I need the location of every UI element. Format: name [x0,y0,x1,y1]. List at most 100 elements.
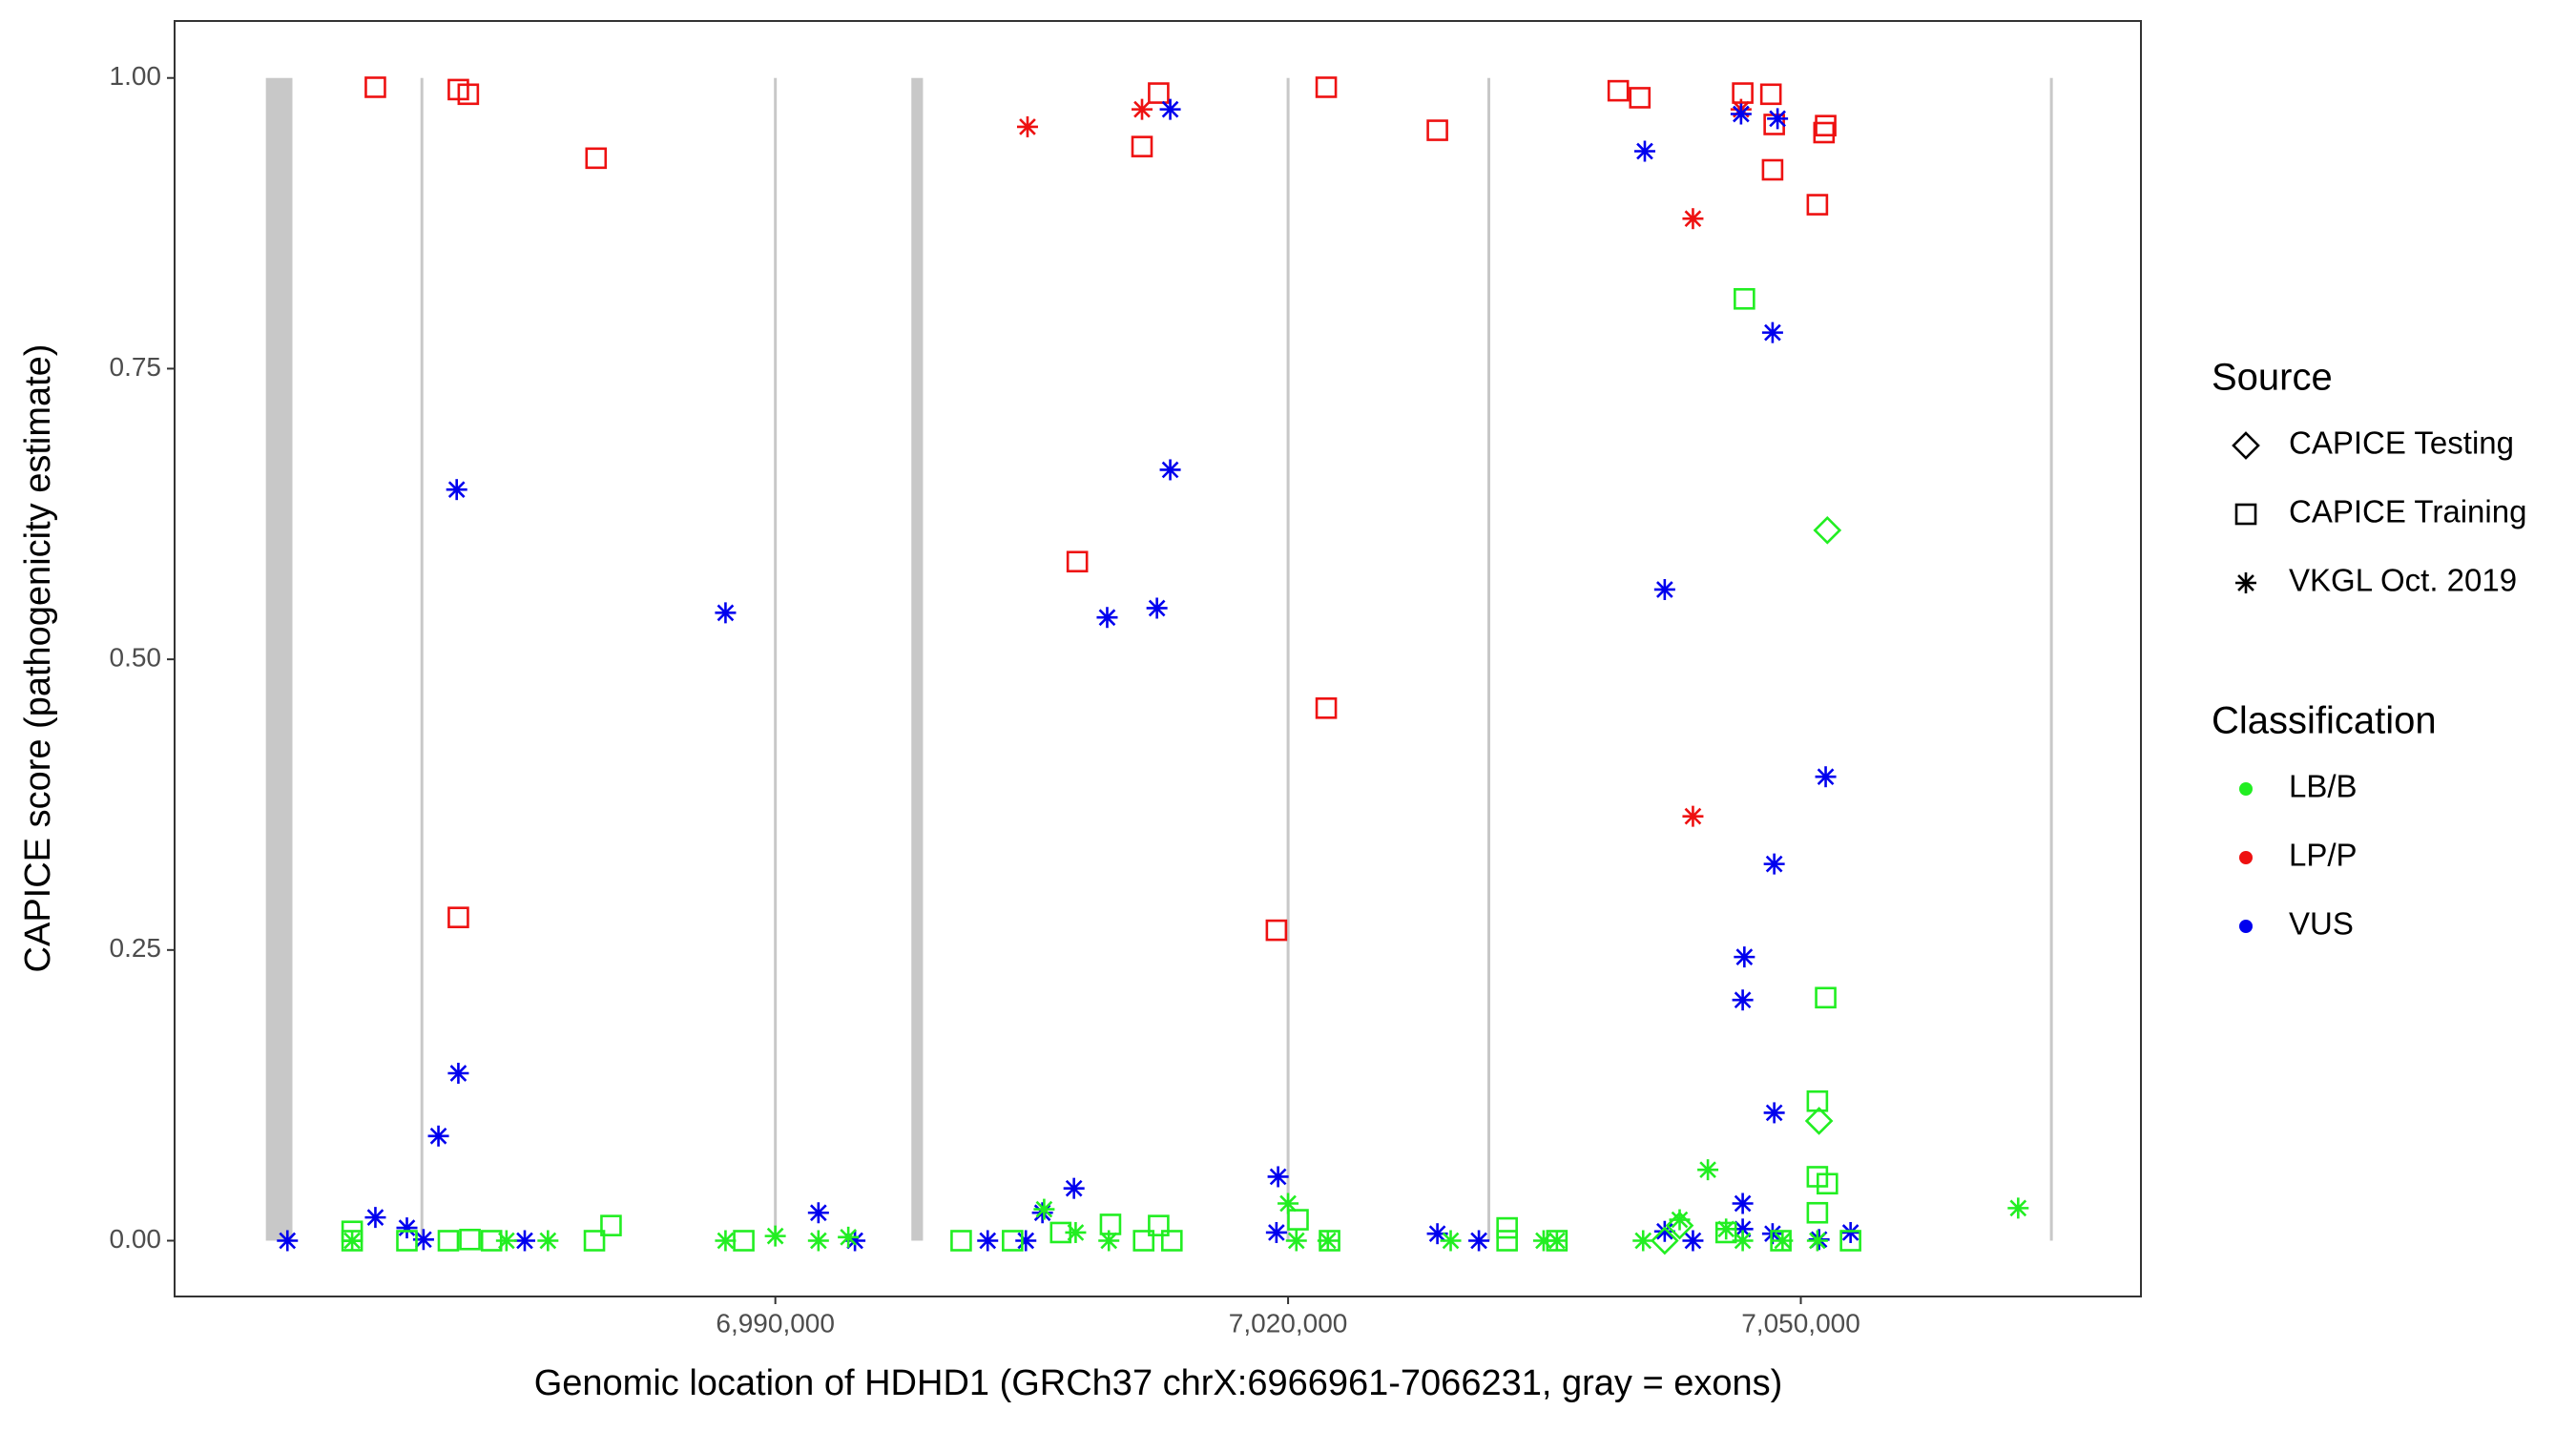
y-axis-title: CAPICE score (pathogenicity estimate) [18,344,58,973]
point [1813,515,1842,545]
point [1651,1226,1679,1255]
point [1065,1221,1087,1243]
point [495,1230,517,1252]
point [764,1225,786,1247]
point [1806,194,1829,216]
point [1732,82,1754,104]
point [1063,1177,1085,1199]
x-tick-label: 7,020,000 [1229,1308,1348,1338]
point [583,1230,606,1252]
point [1496,1230,1518,1252]
exon [774,77,778,1241]
point [1148,82,1170,104]
point [1806,1201,1829,1224]
point [1697,1159,1719,1181]
point [396,1230,418,1252]
point [1682,208,1704,230]
legend-symbol [2239,851,2253,864]
point [1146,597,1168,619]
point [1763,853,1785,875]
point [1770,1230,1792,1252]
x-axis-title: Genomic location of HDHD1 (GRCh37 chrX:6… [534,1363,1783,1403]
point [1096,607,1118,629]
point [1049,1221,1072,1244]
point [537,1230,559,1252]
exon [265,77,293,1241]
point [1607,79,1630,102]
point [1839,1230,1861,1252]
point [1815,986,1837,1009]
point [1159,459,1181,481]
point [341,1230,364,1252]
point [2007,1197,2029,1219]
point [1278,1192,1299,1214]
point [1665,1211,1694,1240]
point [807,1230,829,1252]
point [446,479,467,501]
point [1682,805,1704,827]
legend-label: LP/P [2289,838,2358,873]
point [1315,696,1338,719]
point [1315,76,1338,98]
legend-label: CAPICE Testing [2289,425,2514,461]
point [1159,98,1181,120]
y-tick-label: 0.50 [110,643,162,673]
point [1267,1166,1289,1188]
point [585,147,608,170]
legend-label: VUS [2289,906,2354,942]
point [1730,103,1752,125]
point [1734,287,1755,310]
point [1033,1198,1055,1220]
point [1099,1213,1122,1235]
legend-label: VKGL Oct. 2019 [2289,563,2517,598]
exon [1486,77,1490,1241]
point [1734,946,1755,968]
y-tick-label: 1.00 [110,61,162,91]
point [977,1230,999,1252]
point [1546,1230,1568,1252]
point [1815,114,1837,136]
legend-symbol [2232,431,2260,460]
points [277,76,2029,1255]
point [1265,919,1288,942]
y-tick-label: 0.25 [110,933,162,963]
point [1816,1172,1839,1195]
legend: Source CAPICE Testing CAPICE Training VKGL … [2212,357,2526,942]
point [715,1230,737,1252]
y-tick-label: 0.75 [110,352,162,382]
point [1632,1230,1654,1252]
point [1098,1230,1120,1252]
point [950,1230,972,1252]
legend-symbol [2234,503,2257,526]
point [364,76,386,98]
point [1131,135,1153,157]
point [1132,98,1153,120]
point [1732,989,1754,1011]
exons [265,77,2053,1241]
point [447,1062,469,1084]
point [1815,766,1837,788]
legend-symbol [2239,782,2253,796]
point [480,1230,503,1252]
legend-label: CAPICE Training [2289,494,2526,529]
exon [2049,77,2053,1241]
point [427,1125,449,1147]
point [1763,1102,1785,1124]
point [1761,158,1784,181]
point [1629,87,1652,109]
point [1714,1221,1737,1244]
legend-symbol [2235,572,2256,593]
point [1759,83,1782,106]
x-tick-label: 6,990,000 [716,1308,835,1338]
point [600,1214,622,1236]
point [1031,1202,1053,1224]
legend-title: Classification [2212,700,2437,742]
point [1160,1230,1183,1252]
point [1468,1230,1490,1252]
x-tick-label: 7,050,000 [1741,1308,1860,1338]
point [1546,1230,1568,1252]
point [1813,121,1836,144]
point [1732,1192,1754,1214]
point [457,83,480,106]
